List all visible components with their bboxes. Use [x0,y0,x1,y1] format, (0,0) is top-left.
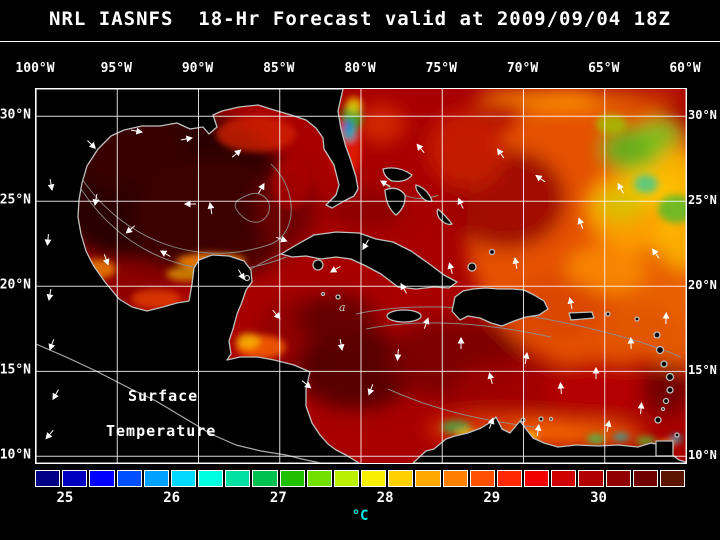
lat-tick-label: 15°N [688,363,717,378]
contour-label: a [339,301,346,314]
colorbar-segment [551,470,577,487]
annotation-surface: Surface [128,387,199,405]
colorbar-segment [361,470,387,487]
lat-tick-label: 20°N [688,278,717,293]
colorbar-tick-labels: 25 26 27 28 29 30 [35,490,685,506]
lat-tick-label: 25°N [0,192,31,208]
title-divider [0,41,720,42]
lon-tick-label: 80°W [344,61,376,76]
colorbar-segment [415,470,441,487]
lat-tick-label: 10°N [0,447,31,463]
grid-lines [36,89,686,463]
temperature-colorbar [35,470,686,487]
colorbar-segment [89,470,115,487]
lon-tick-label: 100°W [15,61,55,76]
colorbar-tick-label: 25 [56,490,74,506]
colorbar-tick-label: 28 [376,490,394,506]
lon-tick-label: 60°W [669,61,701,76]
lat-tick-label: 20°N [0,277,31,293]
colorbar-segment [442,470,468,487]
colorbar-segment [306,470,332,487]
lon-tick-label: 75°W [425,61,457,76]
lat-tick-label: 10°N [688,448,717,463]
sst-map: Surface Temperature a [35,88,687,464]
latitude-axis-right: 30°N 25°N 20°N 15°N 10°N [688,88,720,462]
lon-tick-label: 85°W [263,61,295,76]
colorbar-segment [35,470,61,487]
colorbar-segment [225,470,251,487]
lat-tick-label: 15°N [0,362,31,378]
colorbar-segment [659,470,686,487]
colorbar-tick-label: 30 [590,490,607,506]
sst-map-canvas [36,89,686,463]
current-vector-arrows [44,127,670,440]
colorbar-segment [605,470,631,487]
colorbar-segment [116,470,142,487]
colorbar-segment [578,470,604,487]
colorbar-segment [62,470,88,487]
annotation-temperature: Temperature [106,422,217,440]
colorbar-tick-label: 26 [163,490,181,506]
colorbar-segment [632,470,658,487]
colorbar-segment [333,470,360,487]
lat-tick-label: 30°N [0,107,31,123]
colorbar-segment [496,470,523,487]
colorbar-segment [170,470,197,487]
lon-tick-label: 70°W [506,61,539,76]
lon-tick-label: 65°W [588,61,620,76]
colorbar-tick-label: 29 [483,490,501,506]
lon-tick-label: 95°W [100,61,132,76]
colorbar-unit-label: °C [351,508,369,524]
lat-tick-label: 30°N [688,108,717,123]
colorbar-segment [279,470,305,487]
colorbar-segment [198,470,224,487]
latitude-axis-left: 30°N 25°N 20°N 15°N 10°N [0,88,33,463]
colorbar-segment [388,470,414,487]
colorbar-segment [252,470,278,487]
colorbar-segment [524,470,550,487]
lat-tick-label: 25°N [688,193,717,208]
figure-title: NRL IASNFS 18-Hr Forecast valid at 2009/… [49,8,671,30]
colorbar-segment [469,470,495,487]
colorbar-segment [143,470,169,487]
longitude-axis: 100°W 95°W 90°W 85°W 80°W 75°W 70°W 65°W 60°W [15,61,700,79]
colorbar-tick-label: 27 [269,490,287,506]
lon-tick-label: 90°W [181,61,214,76]
